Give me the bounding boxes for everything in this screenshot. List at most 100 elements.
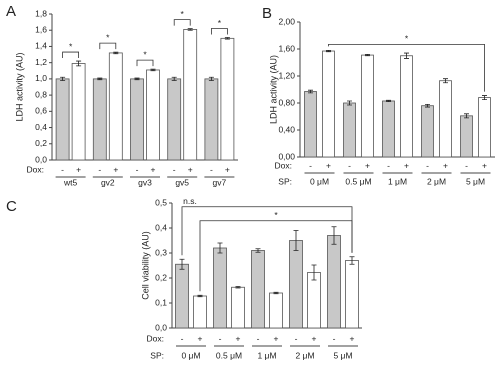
bar bbox=[345, 260, 359, 329]
error-bar bbox=[255, 248, 261, 253]
comparison-bracket bbox=[199, 220, 353, 292]
error-bar bbox=[482, 95, 487, 101]
bar bbox=[167, 78, 182, 161]
y-tick-label: 0,2 bbox=[155, 272, 167, 282]
comparison-label: * bbox=[405, 34, 409, 44]
dox-level: - bbox=[295, 333, 298, 343]
error-bar bbox=[386, 99, 391, 103]
group-label: 2 μM bbox=[295, 350, 314, 360]
dox-level: - bbox=[333, 333, 336, 343]
error-bar bbox=[331, 226, 337, 245]
significance-bracket bbox=[62, 51, 79, 59]
bar bbox=[55, 78, 70, 161]
group-row-label: SP: bbox=[150, 350, 164, 360]
dox-level: - bbox=[173, 164, 176, 174]
error-bar bbox=[443, 78, 448, 84]
group-label: 0.5 μM bbox=[345, 176, 371, 186]
dox-level: + bbox=[482, 160, 487, 170]
error-bar bbox=[311, 264, 317, 281]
dox-level: + bbox=[404, 160, 409, 170]
group-label: 0 μM bbox=[310, 176, 329, 186]
group-label: 5 μM bbox=[466, 176, 485, 186]
group-label: 0 μM bbox=[181, 350, 200, 360]
panel-letter: C bbox=[6, 198, 17, 215]
significance-bracket bbox=[99, 42, 117, 50]
error-bar bbox=[326, 49, 331, 53]
y-tick-label: 1,0 bbox=[35, 73, 47, 83]
dox-level: + bbox=[274, 333, 279, 343]
bar bbox=[307, 272, 321, 329]
significance-label: * bbox=[106, 32, 110, 42]
error-bar bbox=[347, 100, 352, 106]
error-bar bbox=[179, 258, 185, 270]
dox-level: - bbox=[348, 160, 351, 170]
dox-row-label: Dox: bbox=[275, 160, 292, 170]
significance-bracket bbox=[136, 59, 154, 67]
bar bbox=[71, 63, 86, 161]
dox-row-label: Dox: bbox=[147, 333, 164, 343]
bar bbox=[304, 91, 317, 158]
dox-level: + bbox=[365, 160, 370, 170]
error-bar bbox=[60, 76, 66, 81]
dox-level: - bbox=[387, 160, 390, 170]
group-row-label: SP: bbox=[278, 176, 292, 186]
y-tick-label: 1,8 bbox=[35, 8, 47, 18]
dox-level: + bbox=[326, 160, 331, 170]
bar bbox=[322, 50, 335, 158]
y-tick-label: 0,4 bbox=[155, 222, 167, 232]
bar bbox=[439, 80, 452, 158]
dox-level: - bbox=[219, 333, 222, 343]
error-bar bbox=[171, 76, 177, 81]
bar bbox=[92, 78, 107, 161]
y-tick-label: 1,60 bbox=[278, 43, 295, 53]
bar bbox=[193, 295, 207, 329]
y-tick-label: 0,3 bbox=[155, 247, 167, 257]
bar bbox=[251, 250, 265, 329]
y-tick-label: 1,4 bbox=[35, 41, 47, 51]
error-bar bbox=[349, 256, 355, 265]
bar bbox=[269, 292, 283, 329]
y-tick-label: 1,20 bbox=[278, 70, 295, 80]
dox-level: + bbox=[188, 164, 193, 174]
bar bbox=[382, 100, 395, 158]
group-label: 1 μM bbox=[388, 176, 407, 186]
group-label: wt5 bbox=[63, 177, 78, 187]
y-tick-label: 0,4 bbox=[35, 122, 47, 132]
y-tick-label: 0,0 bbox=[155, 322, 167, 332]
group-label: gv5 bbox=[175, 177, 189, 187]
y-tick-label: 0,6 bbox=[35, 106, 47, 116]
dox-level: - bbox=[136, 164, 139, 174]
bar bbox=[130, 78, 144, 161]
dox-level: - bbox=[98, 164, 101, 174]
error-bar bbox=[235, 286, 241, 289]
dox-level: - bbox=[465, 160, 468, 170]
significance-label: * bbox=[181, 9, 185, 19]
error-bar bbox=[97, 77, 103, 81]
y-axis-label: LDH activity (AU) bbox=[14, 52, 24, 121]
y-tick-label: 0,8 bbox=[35, 89, 47, 99]
bar bbox=[220, 37, 235, 161]
error-bar bbox=[464, 113, 469, 119]
significance-label: * bbox=[143, 49, 147, 59]
significance-bracket bbox=[173, 19, 191, 26]
error-bar bbox=[308, 89, 313, 94]
y-axis-label: LDH activity (AU) bbox=[268, 55, 278, 124]
dox-level: - bbox=[309, 160, 312, 170]
error-bar bbox=[134, 77, 140, 81]
comparison-bracket bbox=[328, 43, 485, 92]
significance-label: * bbox=[218, 18, 222, 28]
group-label: 2 μM bbox=[427, 176, 446, 186]
y-tick-label: 0,40 bbox=[278, 124, 295, 134]
error-bar bbox=[425, 103, 430, 108]
error-bar bbox=[197, 294, 203, 298]
comparison-label: * bbox=[274, 210, 278, 220]
bar bbox=[175, 263, 189, 329]
bar bbox=[108, 52, 123, 161]
dox-level: + bbox=[113, 164, 118, 174]
bar bbox=[146, 69, 160, 161]
error-bar bbox=[365, 54, 370, 57]
bar bbox=[361, 54, 374, 158]
y-tick-label: 0,0 bbox=[35, 154, 47, 164]
bar bbox=[231, 286, 245, 329]
